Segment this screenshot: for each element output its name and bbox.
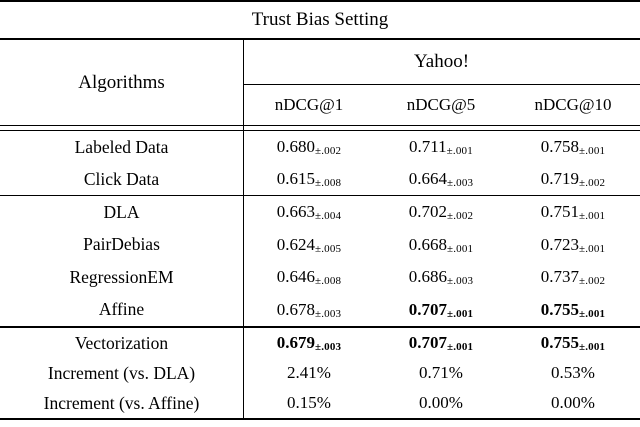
table-row-dla: DLA 0.663 ±.004 0.702 ±.002 0.751 ±.001 [0,196,640,229]
row-label: Increment (vs. Affine) [43,392,200,413]
value-cell: 0.686 ±.003 [408,267,474,288]
column-header-algorithms: Algorithms [78,71,165,93]
table-top-rule [0,0,640,2]
value-cell: 0.53% [551,363,595,382]
column-header-ndcg5: nDCG@5 [406,95,476,114]
value-cell: 0.751 ±.001 [540,202,606,223]
row-label: Click Data [83,168,160,189]
group-baselines: Labeled Data 0.680 ±.002 0.711 ±.001 0.758… [0,131,640,195]
header-right-block: Yahoo! nDCG@1 nDCG@5 nDCG@10 [243,40,640,125]
title-bottom-rule [0,38,640,40]
group-proposed-method: Vectorization 0.679 ±.003 0.707 ±.001 0.75… [0,328,640,418]
value-cell: 2.41% [287,363,331,382]
header-double-rule [0,125,640,131]
value-cell: 0.615 ±.008 [276,169,342,189]
value-cell: 0.678 ±.003 [276,299,342,320]
row-label: Affine [98,299,145,320]
value-cell: 0.719 ±.002 [540,169,606,189]
value-cell: 0.737 ±.002 [540,267,606,288]
table-row-increment-vs-dla: Increment (vs. DLA) 2.41% 0.71% 0.53% [0,358,640,388]
column-divider-rule [243,40,244,418]
value-cell: 0.679 ±.003 [276,333,342,353]
row-label: Vectorization [74,332,169,353]
value-cell: 0.758 ±.001 [540,137,606,157]
table-row-labeled-data: Labeled Data 0.680 ±.002 0.711 ±.001 0.758… [0,131,640,163]
table-row-pairdebias: PairDebias 0.624 ±.005 0.668 ±.001 0.723 ±.… [0,229,640,262]
table-bottom-rule [0,418,640,420]
value-cell: 0.668 ±.001 [408,234,474,255]
row-label: RegressionEM [69,266,174,287]
table-row-affine: Affine 0.678 ±.003 0.707 ±.001 0.755 ±.001 [0,294,640,327]
value-cell: 0.664 ±.003 [408,169,474,189]
proposed-method-separator-rule [0,326,640,328]
value-cell: 0.755 ±.001 [540,333,606,353]
value-cell: 0.723 ±.001 [540,234,606,255]
table-row-increment-vs-affine: Increment (vs. Affine) 0.15% 0.00% 0.00% [0,388,640,418]
value-cell: 0.755 ±.001 [540,299,606,320]
value-cell: 0.702 ±.002 [408,202,474,223]
value-cell: 0.680 ±.002 [276,137,342,157]
value-cell: 0.707 ±.001 [408,299,474,320]
value-cell: 0.711 ±.001 [409,137,473,157]
column-header-ndcg1: nDCG@1 [274,95,344,114]
group-unbiased-ltr-methods: DLA 0.663 ±.004 0.702 ±.002 0.751 ±.001 Pai… [0,196,640,326]
row-label: Labeled Data [74,136,169,157]
row-label: Increment (vs. DLA) [47,362,196,383]
row-label: PairDebias [83,234,160,255]
table-row-vectorization: Vectorization 0.679 ±.003 0.707 ±.001 0.75… [0,328,640,358]
column-header-ndcg10: nDCG@10 [534,95,612,114]
table-row-regressionem: RegressionEM 0.646 ±.008 0.686 ±.003 0.737… [0,261,640,294]
value-cell: 0.00% [551,393,595,412]
row-label: DLA [103,201,140,222]
value-cell: 0.663 ±.004 [276,202,342,223]
value-cell: 0.646 ±.008 [276,267,342,288]
table-row-click-data: Click Data 0.615 ±.008 0.664 ±.003 0.719 ±.… [0,163,640,195]
column-group-header-yahoo: Yahoo! [413,51,470,72]
table-header: Algorithms Yahoo! nDCG@1 nDCG@5 nDCG@10 [0,40,640,125]
metrics-header-row: nDCG@1 nDCG@5 nDCG@10 [243,85,640,125]
value-cell: 0.71% [419,363,463,382]
value-cell: 0.15% [287,393,331,412]
dataset-bottom-rule [243,84,640,85]
value-cell: 0.624 ±.005 [276,234,342,255]
value-cell: 0.00% [419,393,463,412]
group-separator-rule [0,195,640,196]
table-title: Trust Bias Setting [251,9,389,30]
value-cell: 0.707 ±.001 [408,333,474,353]
